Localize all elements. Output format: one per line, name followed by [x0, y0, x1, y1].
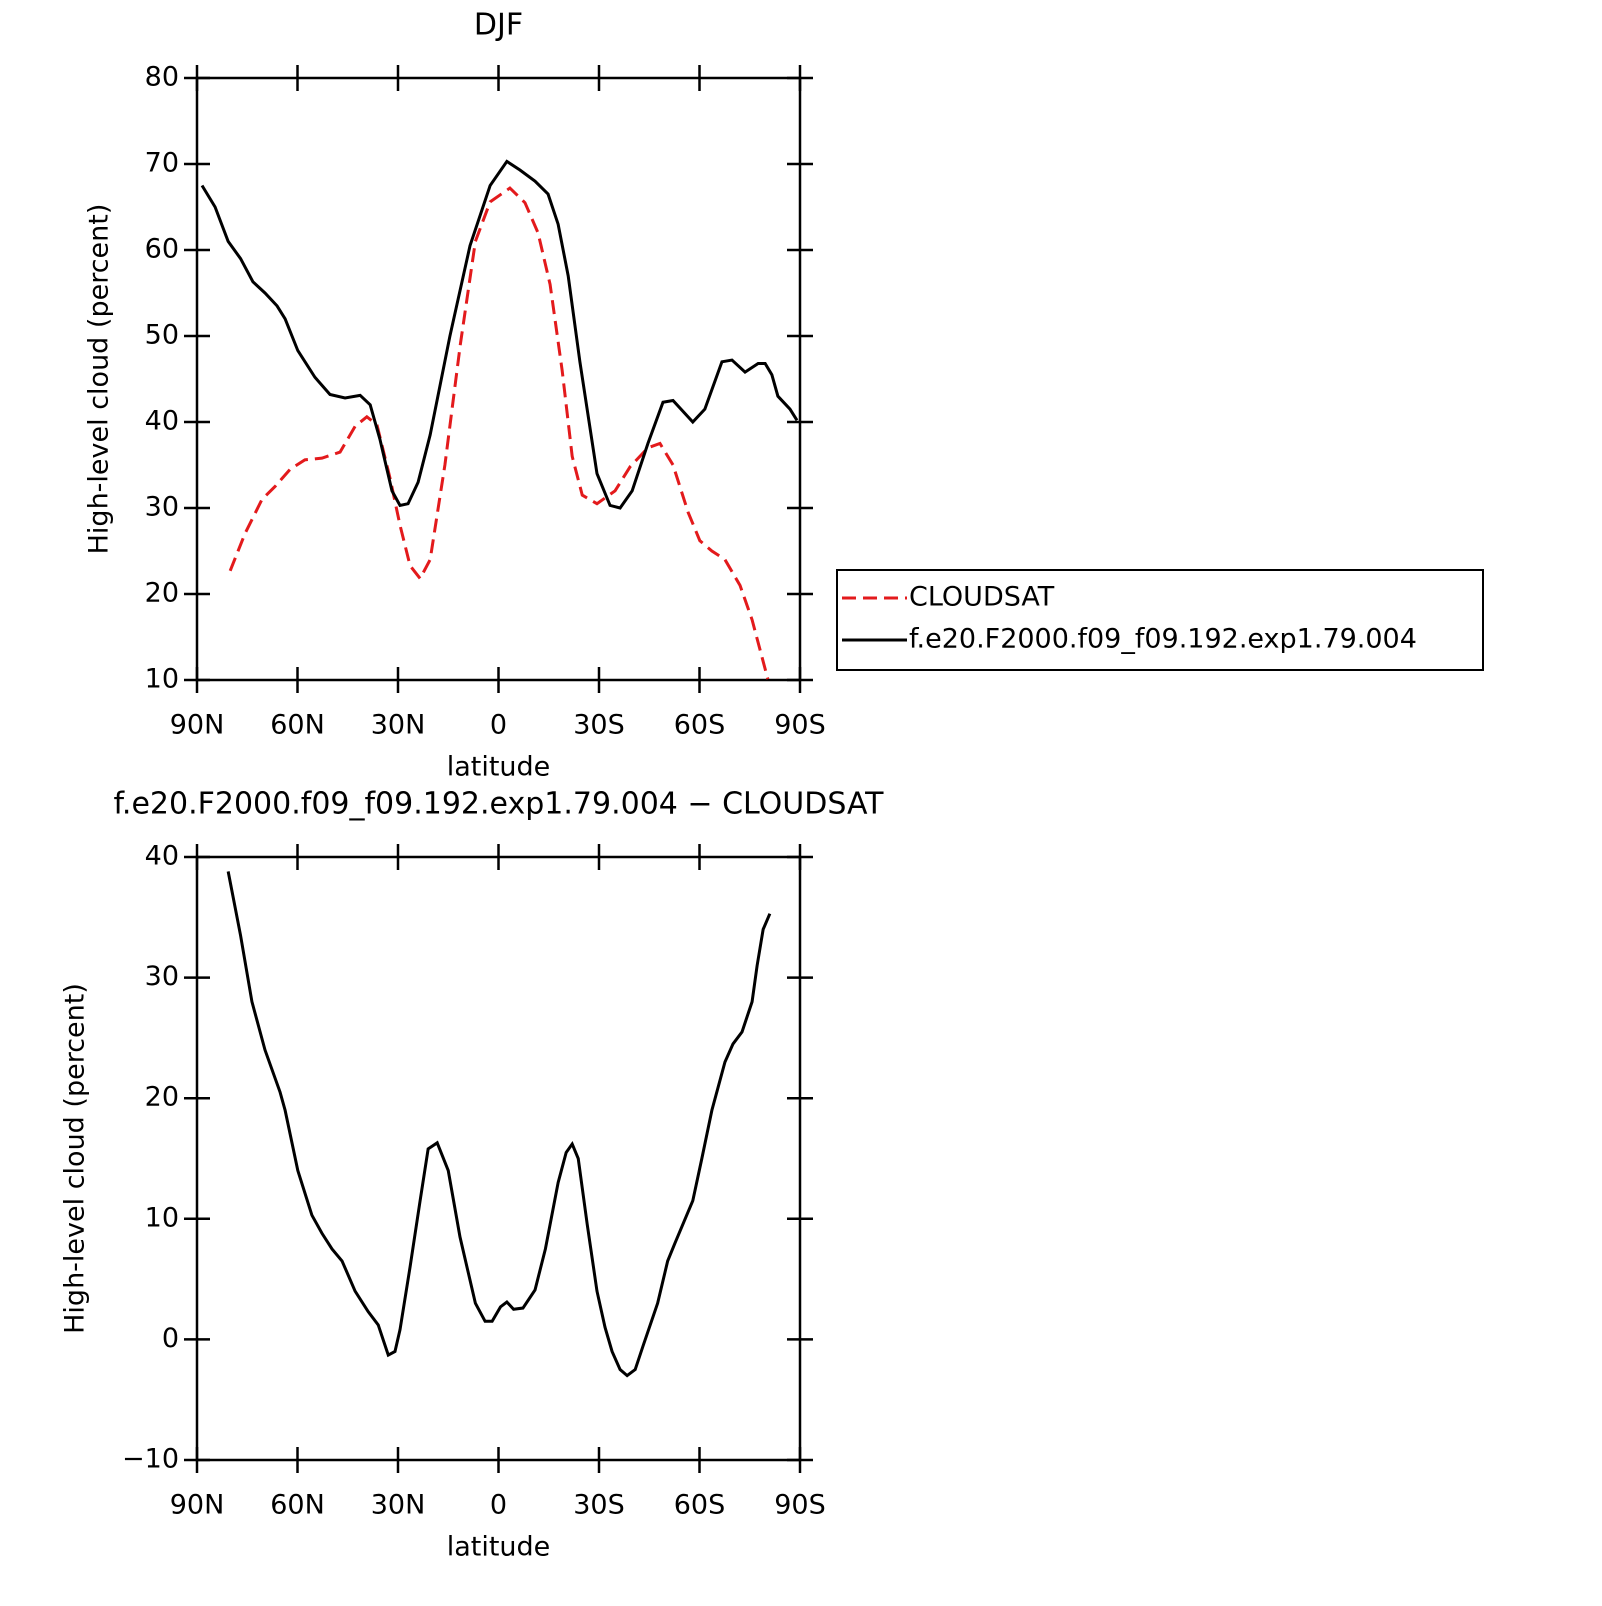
y-tick-label: 70: [145, 148, 179, 179]
legend-box: [836, 569, 1484, 671]
x-tick-label: 90S: [774, 1490, 826, 1521]
series-line: [200, 159, 799, 510]
x-tick-label: 30S: [573, 710, 625, 741]
x-tick-label: 30N: [371, 1490, 426, 1521]
x-tick-label: 90S: [774, 710, 826, 741]
y-tick-label: 40: [145, 841, 179, 872]
x-tick-label: 60S: [674, 1490, 726, 1521]
x-axis-label: latitude: [447, 1532, 551, 1563]
plot-frame: [195, 855, 802, 1462]
y-tick-label: 0: [162, 1323, 179, 1354]
series-line: [226, 871, 772, 1378]
y-tick-label: 40: [145, 406, 179, 437]
x-tick-label: 0: [490, 1490, 507, 1521]
x-tick-label: 60N: [270, 710, 325, 741]
legend-label: CLOUDSAT: [909, 582, 1055, 613]
y-tick-label: 20: [145, 1082, 179, 1113]
y-tick-label: 30: [145, 961, 179, 992]
y-tick-label: 50: [145, 320, 179, 351]
legend-label: f.e20.F2000.f09_f09.192.exp1.79.004: [909, 624, 1417, 655]
y-tick-label: 30: [145, 492, 179, 523]
y-axis-label: High-level cloud (percent): [84, 204, 115, 555]
y-tick-label: 60: [145, 234, 179, 265]
y-tick-label: 10: [145, 1202, 179, 1233]
y-tick-label: 20: [145, 578, 179, 609]
x-tick-label: 30S: [573, 1490, 625, 1521]
x-tick-label: 30N: [371, 710, 426, 741]
y-axis-label: High-level cloud (percent): [60, 983, 91, 1334]
x-tick-label: 0: [490, 710, 507, 741]
y-tick-label: 10: [145, 664, 179, 695]
x-tick-label: 60N: [270, 1490, 325, 1521]
chart-title: f.e20.F2000.f09_f09.192.exp1.79.004 − CL…: [114, 787, 885, 822]
y-tick-label: 80: [145, 62, 179, 93]
x-axis-label: latitude: [447, 752, 551, 783]
x-tick-label: 90N: [170, 710, 225, 741]
chart-title: DJF: [474, 8, 523, 43]
x-tick-label: 90N: [170, 1490, 225, 1521]
series-line: [228, 186, 770, 680]
x-tick-label: 60S: [674, 710, 726, 741]
y-tick-label: −10: [122, 1444, 179, 1475]
plot-frame: [195, 76, 802, 682]
